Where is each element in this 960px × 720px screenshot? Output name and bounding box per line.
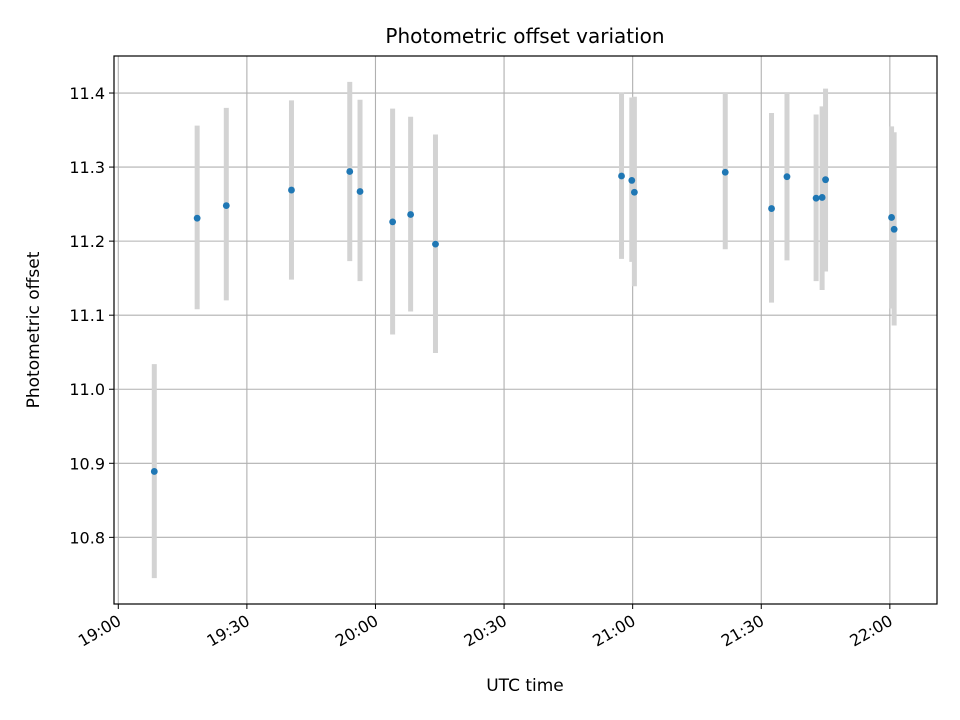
y-tick-label: 11.3 (69, 158, 105, 177)
data-point (288, 186, 295, 194)
data-point (783, 173, 791, 181)
data-point (768, 205, 775, 212)
plot-frame (113, 55, 938, 605)
data-point (888, 214, 895, 221)
data-point (721, 168, 729, 176)
data-point (822, 176, 829, 184)
data-point (890, 225, 898, 233)
data-point (432, 240, 439, 248)
data-point (150, 468, 158, 475)
data-point (818, 194, 826, 201)
data-point (618, 172, 625, 180)
data-point (628, 177, 636, 184)
y-tick-label: 10.8 (69, 528, 105, 547)
data-point (193, 214, 201, 222)
y-tick-label: 11.1 (69, 306, 105, 325)
data-point (630, 188, 638, 196)
y-tick-label: 11.2 (69, 232, 105, 251)
y-axis-ticks: 10.8 10.9 11.0 11.1 11.2 11.3 11.4 (69, 84, 114, 547)
data-point (356, 188, 364, 195)
data-point (812, 194, 820, 202)
point-layer (150, 168, 898, 475)
chart-title: Photometric offset variation (385, 24, 664, 48)
y-axis-label: Photometric offset (24, 251, 44, 408)
y-tick-label: 11.4 (69, 84, 105, 103)
y-tick-label: 10.9 (69, 454, 105, 473)
data-point (346, 168, 354, 175)
x-axis-label: UTC time (486, 676, 564, 696)
data-point (389, 218, 397, 226)
y-tick-label: 11.0 (69, 380, 105, 399)
data-point (407, 211, 415, 218)
grid-layer (114, 56, 937, 604)
data-point (222, 202, 230, 209)
